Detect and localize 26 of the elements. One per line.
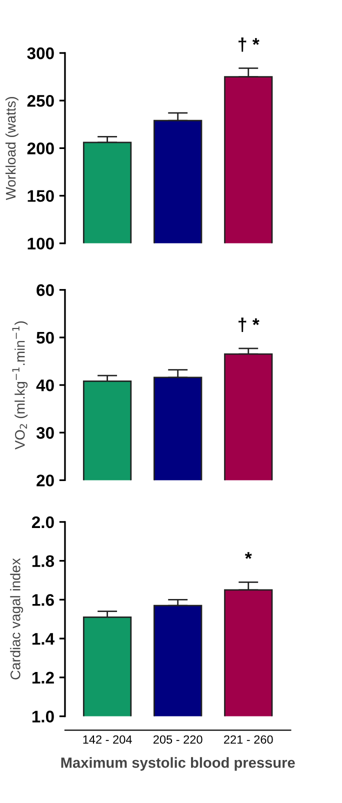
y-tick-label: 150: [28, 190, 54, 202]
y-tick-label: 1.4: [32, 633, 54, 645]
y-tick-label: 50: [36, 332, 54, 344]
text: † *: [238, 38, 260, 52]
y-tick-label: 30: [36, 427, 54, 439]
y-tick-label: 60: [36, 284, 54, 296]
x-tick-label: 221 - 260: [224, 735, 273, 744]
y-tick-label: 1.0: [32, 710, 54, 722]
y-tick-label: 200: [27, 142, 54, 154]
x-axis-title: Maximum systolic blood pressure: [61, 757, 295, 771]
y-tick-label: 1.8: [32, 555, 54, 568]
annotation: *: [244, 552, 252, 559]
annotation: † *: [238, 318, 260, 332]
y-tick-label: 1.2: [32, 672, 54, 684]
y-axis-title: VO$_{2}$ (ml.kg$^{−1}$.min$^{−1}$): [12, 321, 28, 450]
x-tick-label: 205 - 220: [153, 735, 202, 744]
y-tick-label: 20: [36, 474, 54, 486]
x-tick-label: 142 - 204: [83, 735, 132, 744]
y-tick-label: 100: [28, 238, 54, 250]
y-axis-title: Workload (watts): [5, 97, 18, 200]
y-tick-label: 1.6: [32, 594, 54, 606]
y-tick-label: 300: [27, 47, 54, 60]
y-tick-label: 40: [36, 379, 54, 392]
y-axis-title: Cardiac vagal index: [10, 558, 24, 680]
y-tick-label: 2.0: [32, 516, 54, 528]
y-tick-label: 250: [27, 94, 54, 107]
